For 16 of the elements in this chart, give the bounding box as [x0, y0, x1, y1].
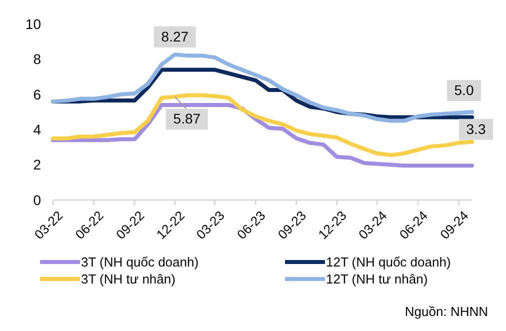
y-tick-label: 8 [33, 51, 42, 68]
line-series [51, 52, 474, 123]
annotation: 5.87 [173, 110, 201, 127]
legend-label: 12T (NH tư nhân) [326, 272, 428, 287]
y-tick-label: 2 [33, 156, 42, 173]
y-tick-label: 4 [33, 122, 42, 138]
legend-label: 12T (NH quốc doanh) [326, 254, 451, 270]
legend-label: 3T (NH tư nhân) [81, 272, 176, 287]
y-tick-label: 0 [33, 192, 42, 208]
text: Nguồn: NHNN [404, 304, 488, 319]
y-tick-label: 6 [33, 86, 42, 102]
annotation: 3.3 [466, 120, 486, 137]
y-tick-label: 10 [25, 16, 42, 32]
annotation: 5.0 [454, 82, 474, 98]
annotation: 8.27 [161, 28, 189, 44]
legend-label: 3T (NH quốc doanh) [81, 254, 199, 270]
